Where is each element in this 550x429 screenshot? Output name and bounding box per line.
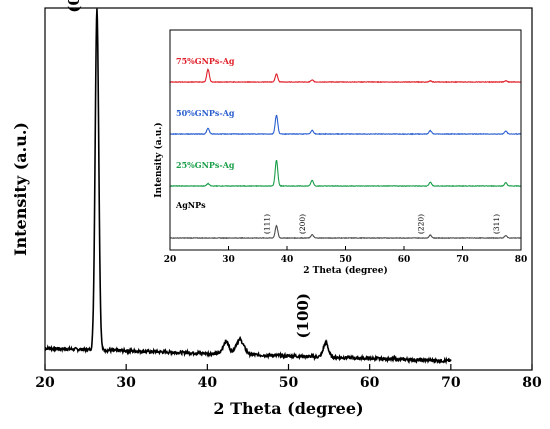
inset-x-tick-label: 30 — [222, 255, 235, 265]
main-x-tick-label: 70 — [441, 375, 461, 391]
inset-x-tick-label: 50 — [339, 255, 352, 265]
main-x-ticks: 20 30 40 50 60 70 80 — [35, 364, 542, 391]
main-series-line — [44, 8, 452, 365]
inset-series-lines — [169, 68, 522, 240]
main-x-tick-label: 40 — [198, 375, 218, 391]
inset-x-tick-label: 80 — [515, 255, 528, 265]
inset-background — [170, 30, 521, 250]
inset-x-tick-label: 70 — [456, 255, 469, 265]
inset-series-line — [169, 114, 522, 136]
main-peak-label: (100) — [294, 293, 312, 339]
main-x-tick-label: 80 — [522, 375, 542, 391]
inset-series-labels: AgNPs 25%GNPs-Ag 50%GNPs-Ag 75%GNPs-Ag — [175, 56, 235, 210]
inset-peak-labels: (111) (200) (220) (311) — [262, 214, 500, 234]
main-x-tick-label: 60 — [360, 375, 380, 391]
inset-series-label: 25%GNPs-Ag — [176, 160, 235, 170]
main-peak-label: (002) — [65, 0, 83, 13]
main-peak-labels: (002) (100) — [65, 0, 312, 339]
inset-series-line — [169, 159, 522, 188]
inset-series-label: 75%GNPs-Ag — [176, 56, 235, 66]
inset-series-line — [169, 224, 522, 240]
main-x-tick-label: 20 — [35, 375, 55, 391]
inset-x-tick-label: 40 — [281, 255, 294, 265]
inset-x-axis-label: 2 Theta (degree) — [303, 265, 388, 276]
inset-peak-label: (111) — [262, 214, 271, 234]
inset-xrd-chart: 20 30 40 50 60 70 80 AgNPs 25%GNPs-Ag 50%GNPs-Ag… — [153, 29, 528, 276]
main-x-axis-label: 2 Theta (degree) — [213, 399, 363, 418]
main-x-tick-label: 30 — [116, 375, 136, 391]
inset-series-label: AgNPs — [175, 200, 206, 210]
inset-peak-label: (311) — [492, 214, 501, 234]
main-y-axis-label: Intensity (a.u.) — [11, 122, 30, 256]
inset-peak-label: (220) — [416, 214, 425, 234]
inset-x-tick-label: 20 — [164, 255, 177, 265]
main-xrd-chart: 20 30 40 50 60 70 80 (002) (100) 2 Theta (degre… — [11, 0, 542, 418]
inset-peak-label: (200) — [298, 214, 307, 234]
inset-series-line — [169, 68, 521, 84]
inset-x-ticks: 20 30 40 50 60 70 80 — [164, 246, 528, 265]
inset-x-tick-label: 60 — [398, 255, 411, 265]
inset-y-axis-label: Intensity (a.u.) — [153, 122, 164, 197]
main-x-tick-label: 50 — [279, 375, 299, 391]
inset-series-label: 50%GNPs-Ag — [176, 108, 235, 118]
